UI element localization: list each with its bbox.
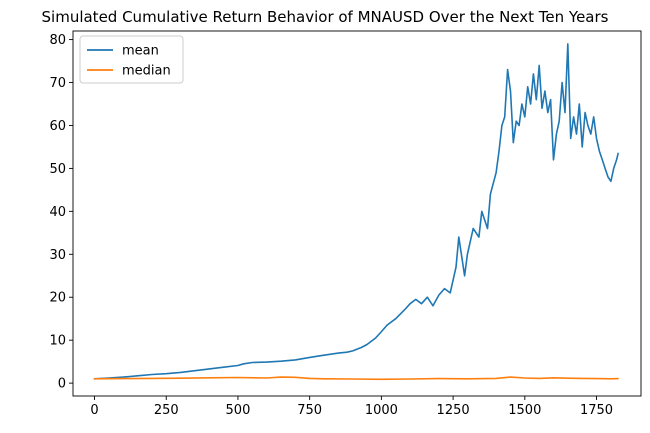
x-tick-label: 0: [90, 403, 98, 418]
y-tick-label: 50: [49, 162, 66, 177]
x-tick-label: 750: [297, 403, 322, 418]
y-tick-label: 30: [49, 248, 66, 263]
x-tick-label: 1500: [508, 403, 541, 418]
x-tick-label: 1250: [437, 403, 470, 418]
x-tick-label: 1750: [580, 403, 613, 418]
y-tick-label: 70: [49, 76, 66, 91]
y-tick-label: 0: [58, 377, 66, 392]
x-tick-label: 1000: [365, 403, 398, 418]
y-tick-label: 10: [49, 334, 66, 349]
legend-label-mean: mean: [122, 44, 159, 59]
chart-title: Simulated Cumulative Return Behavior of …: [42, 8, 609, 26]
x-tick-label: 250: [154, 403, 179, 418]
x-tick-label: 500: [226, 403, 251, 418]
legend-box: [79, 35, 184, 84]
legend-label-median: median: [122, 64, 171, 79]
y-tick-label: 60: [49, 119, 66, 134]
y-tick-label: 80: [49, 33, 66, 48]
series-line-mean: [93, 43, 619, 380]
y-tick-label: 40: [49, 205, 66, 220]
axes-frame: [72, 30, 642, 397]
y-tick-label: 20: [49, 291, 66, 306]
plot-area: 0 250 500 750 1000 1250 1500 1750 0 10 20 30 40 50 60 7…: [49, 30, 642, 418]
series-line-median: [93, 376, 619, 381]
